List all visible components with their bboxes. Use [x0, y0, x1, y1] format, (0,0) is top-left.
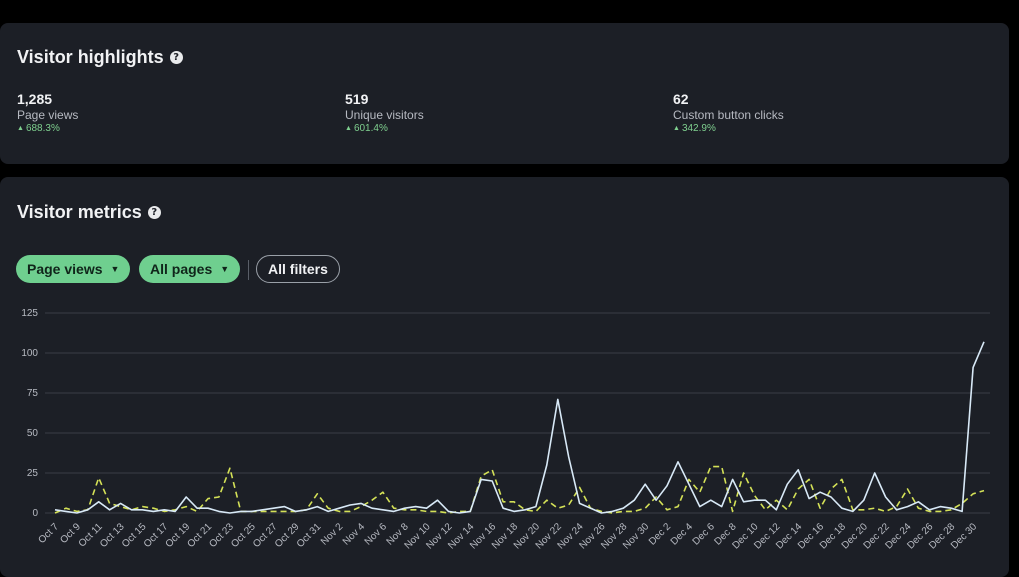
pages-select-label: All pages: [150, 261, 213, 277]
caret-down-icon: ▼: [220, 264, 230, 274]
question-circle-icon[interactable]: ?: [147, 206, 161, 219]
triangle-up-icon: ▲: [673, 125, 680, 132]
x-tick-label: Oct 31: [295, 521, 324, 550]
visitor-highlights-heading: Visitor highlights: [17, 47, 164, 67]
caret-down-icon: ▼: [110, 264, 120, 274]
series-line-solid: [54, 341, 985, 514]
stat-custom-button-clicks: 62 Custom button clicks ▲ 342.9%: [673, 91, 784, 135]
stat-page-views: 1,285 Page views ▲ 688.3%: [17, 91, 78, 135]
visitor-metrics-heading: Visitor metrics: [17, 202, 142, 222]
all-filters-label: All filters: [268, 261, 328, 277]
y-tick-label: 0: [32, 508, 38, 519]
x-tick-label: Dec 4: [669, 521, 696, 548]
triangle-up-icon: ▲: [345, 125, 352, 132]
y-tick-label: 25: [27, 468, 39, 479]
x-tick-label: Dec 2: [647, 521, 674, 548]
pages-select-dropdown[interactable]: All pages ▼: [139, 255, 241, 283]
metric-select-label: Page views: [27, 261, 103, 277]
y-tick-label: 100: [21, 348, 38, 359]
stat-change-value: 601.4%: [353, 123, 388, 134]
stat-value: 519: [345, 91, 369, 107]
stat-value: 1,285: [17, 91, 53, 107]
stat-change: ▲ 688.3%: [17, 123, 78, 135]
x-tick-label: Dec 6: [691, 521, 718, 548]
metric-select-dropdown[interactable]: Page views ▼: [16, 255, 131, 283]
visitor-metrics-card: Visitor metrics ? Page views ▼ All pages…: [0, 177, 1009, 577]
visitor-highlights-title: Visitor highlights ?: [17, 47, 183, 68]
series-line-dashed: [54, 465, 985, 514]
stat-change-value: 342.9%: [681, 123, 716, 134]
y-tick-label: 125: [21, 308, 38, 319]
visitor-highlights-card: Visitor highlights ? 1,285 Page views ▲ …: [0, 23, 1009, 164]
stat-change: ▲ 601.4%: [345, 123, 424, 135]
all-filters-button[interactable]: All filters: [256, 255, 340, 283]
stat-unique-visitors: 519 Unique visitors ▲ 601.4%: [345, 91, 424, 135]
stat-value: 62: [673, 91, 689, 107]
x-tick-label: Nov 2: [319, 521, 346, 548]
filter-divider: [248, 260, 249, 280]
stat-change-value: 688.3%: [25, 123, 60, 134]
x-tick-label: Oct 7: [36, 521, 61, 546]
y-tick-label: 75: [27, 388, 39, 399]
y-tick-label: 50: [27, 428, 39, 439]
x-tick-label: Nov 6: [363, 521, 390, 548]
visitor-metrics-title: Visitor metrics ?: [17, 202, 161, 223]
question-circle-icon[interactable]: ?: [169, 51, 183, 64]
triangle-up-icon: ▲: [17, 125, 24, 132]
stat-change: ▲ 342.9%: [673, 123, 784, 135]
stat-label: Unique visitors: [345, 108, 424, 122]
stat-label: Custom button clicks: [673, 108, 784, 122]
stat-label: Page views: [17, 108, 79, 122]
x-tick-label: Nov 4: [341, 521, 368, 548]
